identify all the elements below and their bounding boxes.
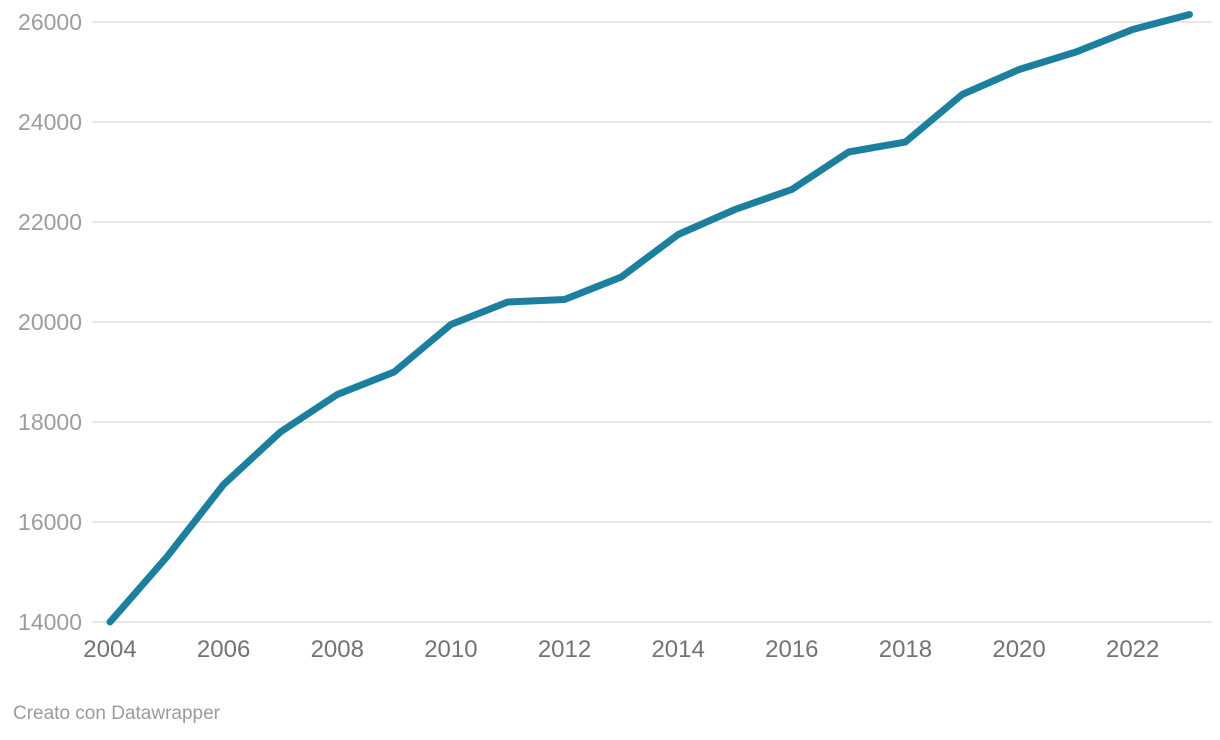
y-tick-label-24000: 24000 xyxy=(18,109,82,135)
x-axis-labels-group: 2004 2006 2008 2010 2012 2014 2016 2018 2020 2022 xyxy=(83,636,1159,663)
x-tick-label-2018: 2018 xyxy=(879,636,932,663)
x-tick-label-2014: 2014 xyxy=(651,636,704,663)
y-axis-labels-group: 14000 16000 18000 20000 22000 24000 26000 xyxy=(18,9,82,635)
y-tick-label-26000: 26000 xyxy=(18,9,82,35)
x-tick-label-2010: 2010 xyxy=(424,636,477,663)
x-tick-label-2016: 2016 xyxy=(765,636,818,663)
x-tick-label-2004: 2004 xyxy=(83,636,136,663)
y-tick-label-16000: 16000 xyxy=(18,509,82,535)
y-tick-label-14000: 14000 xyxy=(18,609,82,635)
y-tick-label-18000: 18000 xyxy=(18,409,82,435)
gridlines-group xyxy=(92,21,1212,623)
data-line-series xyxy=(106,11,1193,626)
y-tick-label-20000: 20000 xyxy=(18,309,82,335)
x-tick-label-2006: 2006 xyxy=(197,636,250,663)
x-tick-label-2022: 2022 xyxy=(1106,636,1159,663)
x-tick-label-2008: 2008 xyxy=(311,636,364,663)
x-tick-label-2020: 2020 xyxy=(992,636,1045,663)
y-tick-label-22000: 22000 xyxy=(18,209,82,235)
x-tick-label-2012: 2012 xyxy=(538,636,591,663)
datawrapper-credit-link[interactable]: Creato con Datawrapper xyxy=(13,703,220,724)
